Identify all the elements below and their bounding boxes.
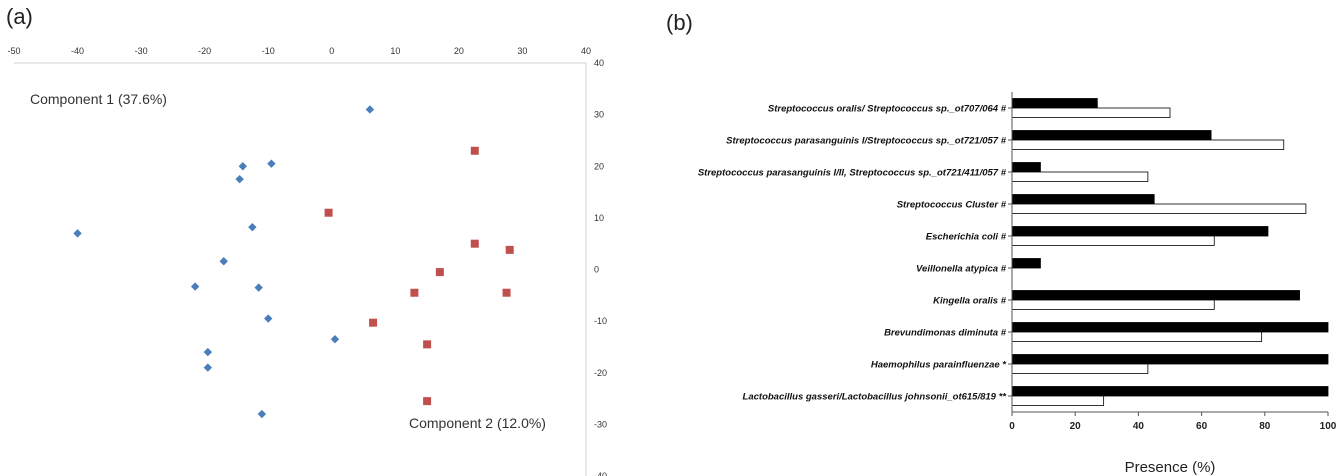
category-label: Veillonella atypica #: [916, 264, 1007, 275]
scatter-point-diamond: [257, 409, 267, 419]
panel-a-y-tick-label: 40: [594, 58, 604, 68]
panel-b-bars: [1011, 98, 1329, 406]
panel-a-x-tick-label: 20: [454, 46, 464, 56]
scatter-point-diamond: [238, 162, 247, 171]
panel-b-x-tick-label: 60: [1196, 421, 1208, 432]
bar-series-2: [1011, 203, 1307, 214]
bar-series-2: [1011, 107, 1171, 118]
bar-series-2: [1011, 139, 1285, 150]
bar-series-1: [1011, 194, 1155, 205]
category-label: Brevundimonas diminuta #: [884, 328, 1007, 339]
scatter-point-diamond: [203, 363, 213, 372]
bar-series-1: [1011, 98, 1098, 109]
panel-a-x-tick-label: -50: [7, 46, 20, 56]
panel-b-x-tick-label: 100: [1320, 421, 1337, 432]
panel-b-x-tick-label: 0: [1009, 421, 1015, 432]
panel-a-x-tick-label: -40: [71, 46, 84, 56]
scatter-point-square: [423, 340, 432, 349]
panel-a-y-ticks: 40 30 20 10 0 -10 -20 -30 -40: [594, 58, 607, 476]
panel-a-x-tick-label: 30: [517, 46, 527, 56]
panel-b-label: (b): [666, 10, 693, 35]
category-label: Haemophilus parainfluenzae *: [871, 360, 1007, 371]
panel-a-x-tick-label: 0: [329, 46, 334, 56]
scatter-point-square: [470, 146, 479, 155]
panel-a-points: [73, 105, 514, 419]
bar-series-1: [1011, 322, 1329, 333]
bar-series-1: [1011, 258, 1041, 269]
component-2-label: Component 2 (12.0%): [409, 415, 546, 431]
category-label: Streptococcus parasanguinis I/II, Strept…: [698, 168, 1007, 179]
scatter-point-square: [410, 288, 419, 297]
scatter-point-diamond: [235, 174, 244, 184]
panel-a-y-tick-label: -20: [594, 368, 607, 378]
panel-a-x-ticks: -50 -40 -30 -20 -10 0 10 20 30 40: [7, 46, 591, 56]
scatter-point-diamond: [330, 334, 340, 344]
scatter-point-diamond: [254, 283, 263, 292]
bar-series-2: [1011, 171, 1149, 182]
panel-b-category-labels: Streptococcus oralis/ Streptococcus sp._…: [698, 104, 1012, 403]
panel-b-x-axis-title: Presence (%): [1125, 459, 1216, 476]
scatter-point-diamond: [248, 222, 257, 232]
panel-a-label: (a): [6, 4, 33, 29]
scatter-point-square: [369, 318, 378, 327]
scatter-point-square: [502, 288, 511, 297]
category-label: Kingella oralis #: [933, 296, 1007, 307]
category-label: Lactobacillus gasseri/Lactobacillus john…: [743, 392, 1008, 403]
scatter-point-diamond: [365, 105, 375, 114]
component-1-label: Component 1 (37.6%): [30, 91, 167, 107]
bar-series-2: [1011, 363, 1149, 374]
panel-a-scatter-chart: (a) -50 -40 -30 -20 -10 0 10 20 30 40 40 30 20 10 0 -1…: [6, 4, 607, 476]
panel-a-y-tick-label: 10: [594, 213, 604, 223]
panel-b-bar-chart: (b) Streptococcus oralis/ Streptococcus …: [666, 10, 1337, 476]
panel-a-y-tick-label: 30: [594, 110, 604, 120]
panel-a-y-tick-label: -40: [594, 471, 607, 476]
scatter-point-square: [435, 268, 444, 277]
panel-b-x-tick-label: 40: [1133, 421, 1145, 432]
bar-series-1: [1011, 354, 1329, 365]
scatter-point-diamond: [73, 229, 82, 238]
bar-series-2: [1011, 395, 1105, 406]
scatter-point-diamond: [190, 282, 200, 291]
scatter-point-square: [324, 208, 333, 217]
scatter-point-diamond: [267, 159, 276, 168]
panel-b-x-ticks: 0 20 40 60 80 100: [1009, 412, 1337, 432]
scatter-point-square: [505, 245, 514, 254]
panel-a-x-tick-label: -20: [198, 46, 211, 56]
panel-a-x-tick-label: -30: [135, 46, 148, 56]
bar-series-2: [1011, 235, 1215, 246]
panel-a-y-tick-label: 0: [594, 265, 599, 275]
panel-a-y-tick-label: 20: [594, 161, 604, 171]
category-label: Escherichia coli #: [926, 232, 1007, 243]
bar-series-1: [1011, 130, 1212, 141]
scatter-point-diamond: [203, 347, 213, 357]
panel-b-x-tick-label: 20: [1070, 421, 1082, 432]
bar-series-1: [1011, 290, 1300, 301]
panel-a-y-tick-label: -10: [594, 316, 607, 326]
category-label: Streptococcus Cluster #: [897, 200, 1007, 211]
panel-a-x-tick-label: 10: [390, 46, 400, 56]
scatter-point-square: [470, 239, 479, 248]
scatter-point-diamond: [264, 314, 273, 323]
category-label: Streptococcus oralis/ Streptococcus sp._…: [768, 104, 1007, 115]
panel-a-x-tick-label: -10: [262, 46, 275, 56]
scatter-point-square: [423, 397, 432, 406]
bar-series-1: [1011, 386, 1329, 397]
scatter-point-diamond: [219, 257, 228, 266]
bar-series-2: [1011, 331, 1263, 342]
bar-series-2: [1011, 299, 1215, 310]
bar-series-1: [1011, 226, 1269, 237]
category-label: Streptococcus parasanguinis I/Streptococ…: [726, 136, 1007, 147]
panel-a-x-tick-label: 40: [581, 46, 591, 56]
panel-a-y-tick-label: -30: [594, 419, 607, 429]
panel-b-x-tick-label: 80: [1259, 421, 1271, 432]
bar-series-1: [1011, 162, 1041, 173]
